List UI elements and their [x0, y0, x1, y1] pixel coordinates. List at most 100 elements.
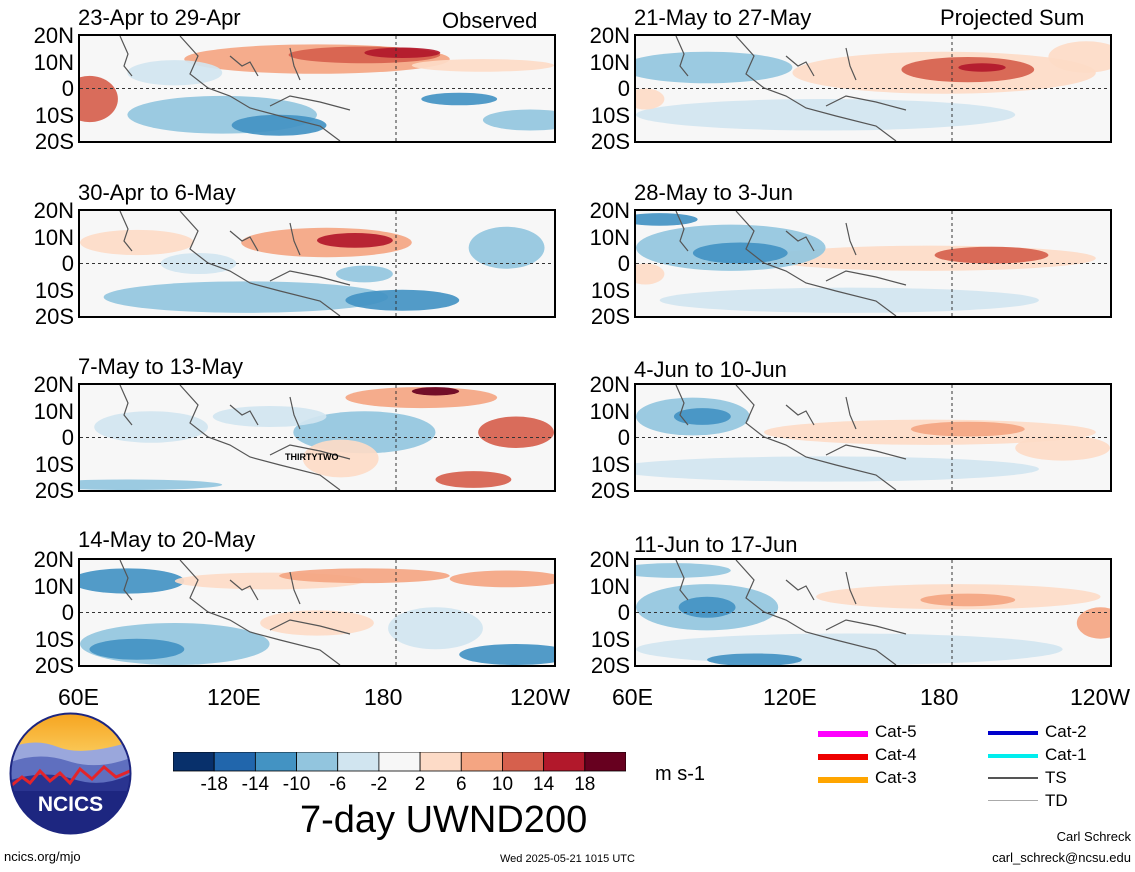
y-tick-label: 10N: [589, 49, 630, 75]
coastline: [119, 560, 351, 665]
contour-field: [80, 211, 554, 316]
footer-author: Carl Schreck: [1056, 829, 1131, 844]
legend-swatch: [988, 800, 1038, 801]
panel-proj-3: [634, 383, 1112, 492]
footer-url: ncics.org/mjo: [4, 849, 81, 864]
anomaly-contour: [636, 263, 665, 285]
y-tick-label: 10S: [34, 102, 74, 128]
x-tick-label: 120W: [1070, 684, 1131, 710]
anomaly-contour: [279, 568, 450, 584]
anomaly-contour: [335, 265, 393, 283]
legend-swatch: [818, 754, 868, 760]
anomaly-contour: [636, 633, 1063, 665]
contour-field: [80, 560, 554, 665]
y-tick-label: 0: [617, 76, 630, 101]
legend-label: Cat-5: [875, 722, 917, 741]
colorbar-swatch: [337, 751, 380, 772]
anomaly-contour: [345, 289, 460, 311]
panel-title: 11-Jun to 17-Jun: [634, 532, 798, 557]
y-tick-label: 20S: [34, 129, 74, 154]
y-tick-label: 20N: [589, 23, 630, 48]
y-tick-label: 10S: [590, 102, 630, 128]
legend-label: Cat-4: [875, 745, 917, 764]
contour-field: [80, 36, 554, 141]
footer-email: carl_schreck@ncsu.edu: [992, 850, 1131, 865]
anomaly-contour: [212, 406, 327, 427]
x-tick-label: 120W: [510, 684, 571, 710]
colorbar-swatch: [296, 751, 339, 772]
panel-title: 28-May to 3-Jun: [634, 180, 793, 205]
panel-obs-2: [78, 209, 556, 318]
y-tick-label: 10S: [34, 626, 74, 652]
y-tick-label: 0: [61, 600, 74, 625]
y-tick-label: 10N: [33, 398, 74, 424]
y-tick-label: 20S: [34, 653, 74, 678]
observed-label: Observed: [442, 8, 538, 33]
anomaly-contour: [160, 253, 237, 274]
y-tick-label: 10S: [590, 451, 630, 477]
y-tick-label: 20N: [589, 372, 630, 397]
y-tick-label: 20S: [590, 304, 630, 329]
legend-swatch: [988, 754, 1038, 758]
y-tick-label: 10N: [33, 224, 74, 250]
anomaly-contour: [345, 387, 498, 409]
x-tick-label: 120E: [763, 684, 817, 710]
panel-proj-4: [634, 558, 1112, 667]
y-tick-label: 0: [61, 425, 74, 450]
colorbar-label: 18: [574, 774, 596, 795]
anomaly-contour: [673, 408, 731, 425]
coastline: [675, 36, 907, 141]
anomaly-contour: [435, 471, 512, 488]
anomaly-contour: [302, 439, 379, 478]
contour-field: [636, 560, 1110, 665]
x-tick-label: 60E: [58, 684, 99, 710]
colorbar-label: 2: [414, 774, 426, 795]
anomaly-contour: [103, 281, 389, 313]
units-label: m s-1: [655, 763, 705, 785]
colorbar-label: -18: [200, 774, 228, 795]
colorbar-label: 6: [455, 774, 467, 795]
anomaly-contour: [636, 563, 731, 578]
contour-field: [636, 211, 1110, 316]
x-tick-label: 180: [920, 684, 959, 710]
colorbar-swatch: [460, 751, 503, 772]
legend-label: Cat-1: [1045, 745, 1087, 764]
anomaly-contour: [636, 88, 665, 110]
anomaly-contour: [482, 109, 554, 131]
y-tick-label: 10S: [34, 277, 74, 303]
y-tick-label: 10S: [590, 626, 630, 652]
y-tick-label: 20N: [33, 23, 74, 48]
logo-text: NCICS: [38, 793, 103, 816]
colorbar-label: 10: [491, 774, 514, 795]
coastline: [675, 385, 907, 490]
ncics-logo: NCICS: [8, 711, 133, 836]
colorbar-label: -6: [329, 774, 347, 795]
y-tick-label: 20N: [33, 372, 74, 397]
colorbar: [172, 751, 627, 772]
coastline: [119, 385, 351, 490]
y-tick-label: 10S: [590, 277, 630, 303]
anomaly-contour: [636, 51, 793, 84]
anomaly-contour: [411, 387, 460, 396]
anomaly-contour: [94, 411, 208, 443]
y-tick-label: 20N: [589, 547, 630, 572]
panel-proj-1: [634, 34, 1112, 143]
footer-timestamp: Wed 2025-05-21 1015 UTC: [500, 853, 635, 865]
anomaly-contour: [364, 47, 441, 59]
x-tick-label: 60E: [612, 684, 653, 710]
y-tick-label: 20N: [589, 198, 630, 223]
contour-field: [636, 36, 1110, 141]
y-tick-label: 20N: [33, 198, 74, 223]
anomaly-contour: [659, 287, 1039, 313]
anomaly-contour: [317, 233, 393, 248]
anomaly-contour: [80, 75, 118, 123]
anomaly-contour: [910, 421, 1025, 437]
legend-label: Cat-3: [875, 768, 917, 787]
anomaly-contour: [80, 229, 194, 256]
colorbar-label: 14: [533, 774, 555, 795]
y-tick-label: 10N: [33, 573, 74, 599]
anomaly-contour: [388, 607, 483, 650]
colorbar-swatch: [378, 751, 421, 772]
y-tick-label: 0: [61, 251, 74, 276]
anomaly-contour: [127, 60, 223, 86]
